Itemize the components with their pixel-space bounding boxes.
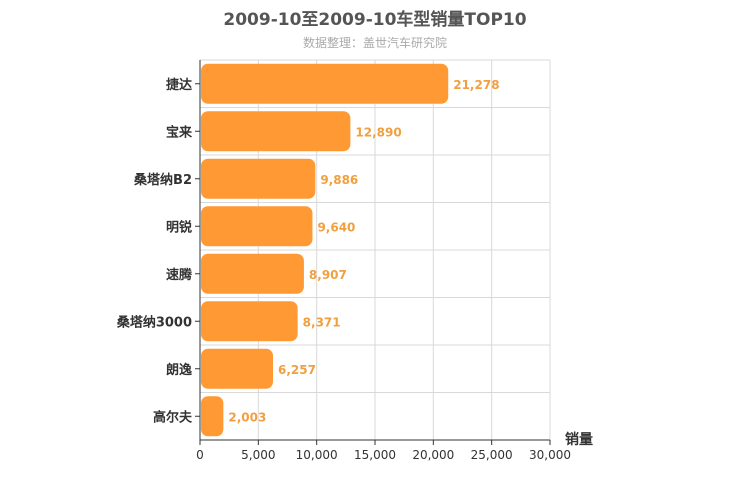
value-label: 6,257 — [278, 363, 316, 377]
value-label: 9,640 — [317, 220, 355, 234]
value-label: 21,278 — [453, 78, 499, 92]
bar — [201, 63, 449, 104]
category-label: 桑塔纳B2 — [133, 172, 192, 188]
x-tick-label: 15,000 — [354, 448, 396, 462]
x-tick-label: 5,000 — [241, 448, 275, 462]
bar — [201, 111, 351, 152]
category-label: 明锐 — [166, 219, 192, 235]
value-label: 9,886 — [320, 173, 358, 187]
category-label: 速腾 — [166, 267, 193, 283]
bars-layer: 捷达 21,278 宝来 12,890 桑塔纳B2 9,886 明锐 9,640 速腾 8,907… — [116, 63, 500, 437]
category-label: 宝来 — [166, 124, 193, 140]
bar — [201, 158, 316, 199]
bar — [201, 253, 304, 294]
category-label: 捷达 — [166, 77, 192, 93]
x-tick-label: 10,000 — [296, 448, 338, 462]
category-label: 高尔夫 — [153, 409, 193, 425]
axis-layer: 0 5,000 10,000 15,000 20,000 25,000 30,000 — [195, 60, 571, 462]
value-label: 8,907 — [309, 268, 347, 282]
x-axis-name: 销量 — [565, 431, 593, 448]
category-label: 桑塔纳3000 — [116, 314, 192, 330]
value-label: 2,003 — [228, 410, 266, 424]
x-tick-label: 25,000 — [471, 448, 513, 462]
bar — [201, 396, 224, 437]
bar — [201, 301, 298, 342]
chart-subtitle: 数据整理：盖世汽车研究院 — [302, 36, 447, 50]
bar — [201, 348, 273, 389]
chart-title: 2009-10至2009-10车型销量TOP10 — [223, 10, 527, 30]
x-tick-label: 20,000 — [412, 448, 454, 462]
x-tick-label: 0 — [196, 448, 204, 462]
value-label: 12,890 — [355, 125, 401, 139]
x-tick-label: 30,000 — [529, 448, 571, 462]
category-label: 朗逸 — [166, 362, 192, 378]
bar — [201, 206, 313, 247]
value-label: 8,371 — [303, 315, 341, 329]
